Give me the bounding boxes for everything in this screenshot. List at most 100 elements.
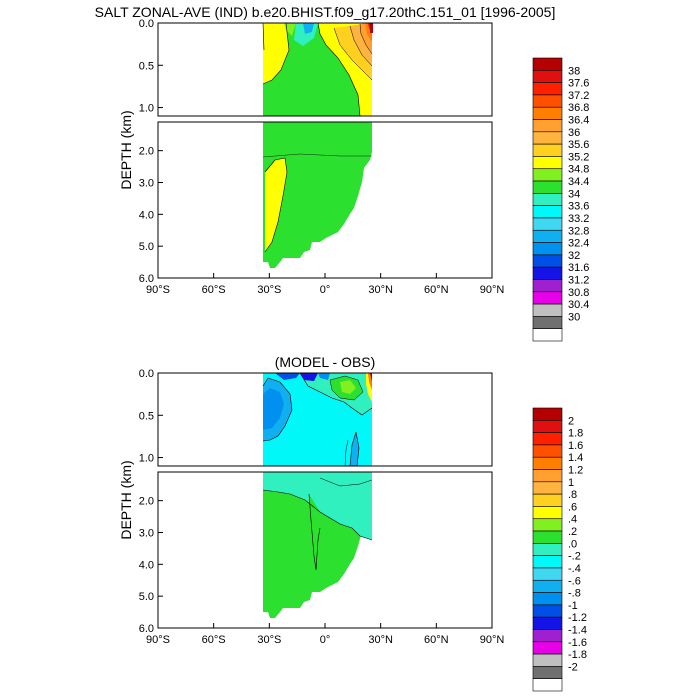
colorbar-label: -1.8 [568,649,587,661]
colorbar-swatch [532,180,563,194]
y-tick-label: 0.5 [139,410,154,422]
colorbar-label: .0 [568,538,577,550]
colorbar-label: 34.8 [568,164,589,176]
colorbar-label: 33.6 [568,201,589,213]
colorbar-swatch [532,328,563,342]
colorbar-label: 1 [568,477,574,489]
chart2-upper-panel [157,372,493,467]
x-tick-label: 60°N [424,634,449,646]
x-tick-label: 60°S [202,284,226,296]
colorbar-swatch [532,469,563,483]
y-tick-label: 4.0 [139,209,154,221]
colorbar-swatch [532,678,563,692]
x-tick-label: 60°S [202,634,226,646]
colorbar-swatch [532,592,563,606]
y-tick-label: 3.0 [139,527,154,539]
colorbar-label: 34.4 [568,176,589,188]
colorbar-swatch [532,616,563,630]
y-tick-label: 0.0 [139,368,154,380]
colorbar-label: 37.2 [568,90,589,102]
colorbar-label: 38 [568,65,580,77]
x-tick-label: 90°S [146,284,170,296]
chart2-upper-field [262,373,373,466]
colorbar-label: -1.4 [568,624,587,636]
y-tick-label: 2.0 [139,146,154,158]
colorbar-swatch [532,217,563,231]
colorbar-swatch [532,666,563,679]
chart2-x-ticks: 90°S 60°S 30°S 0° 30°N 60°N 90°N [146,623,504,646]
colorbar-label: 35.6 [568,139,589,151]
colorbar-swatch [532,94,563,108]
colorbar-swatch [532,444,563,458]
colorbar-swatch [532,242,563,256]
colorbar-label: 32.8 [568,225,589,237]
x-tick-label: 30°S [257,284,281,296]
colorbar-label: 33.2 [568,213,589,225]
colorbar-label: .2 [568,526,577,538]
colorbar-swatch [532,131,563,145]
y-tick-label: 2.0 [139,496,154,508]
y-tick-label: 3.0 [139,177,154,189]
colorbar-label: -.2 [568,551,581,563]
colorbar-label: 36.4 [568,115,589,127]
colorbar-swatch [532,555,563,569]
colorbar-swatch [532,193,563,206]
colorbar-swatch [532,291,563,305]
y-tick-label: 6.0 [139,623,154,635]
colorbar-label: 37.6 [568,78,589,90]
colorbar-swatch [532,629,563,643]
y-tick-label: 0.5 [139,60,154,72]
y-tick-label: 6.0 [139,273,154,285]
colorbar-label: 34 [568,188,580,200]
chart1-upper-panel [157,22,493,117]
colorbar-label: 2 [568,415,574,427]
colorbar-swatch [532,530,563,544]
colorbar-swatch [532,653,563,667]
colorbar-label: -1 [568,600,578,612]
colorbar-swatch [532,254,563,268]
chart1-lower-field [262,122,372,268]
colorbar-swatch [532,456,563,470]
colorbar-label: -.8 [568,588,581,600]
colorbar-label: 32 [568,250,580,262]
x-tick-label: 0° [320,634,331,646]
colorbar-swatch [532,168,563,182]
colorbar-swatch [532,70,563,83]
colorbar-swatch [532,143,563,157]
colorbar-label: -1.6 [568,637,587,649]
colorbar-swatch [532,420,563,433]
colorbar-label: 1.6 [568,440,583,452]
chart2-colorbar: 21.81.61.41.21.8.6.4.2.0-.2-.4-.6-.8-1-1… [532,407,587,692]
chart2-y-axis-label: DEPTH (km) [118,460,134,539]
colorbar-swatch [532,543,563,556]
colorbar-swatch [532,432,563,446]
chart1-y-axis-label: DEPTH (km) [118,110,134,189]
colorbar-swatch [532,303,563,317]
y-tick-label: 1.0 [139,103,154,115]
colorbar-label: 36 [568,127,580,139]
colorbar-label: -1.2 [568,612,587,624]
colorbar-label: .8 [568,489,577,501]
x-tick-label: 0° [320,284,331,296]
colorbar-swatch [532,316,563,329]
y-tick-label: 1.0 [139,453,154,465]
colorbar-swatch [532,506,563,520]
colorbar-swatch [532,82,563,96]
colorbar-label: 31.6 [568,262,589,274]
chart1-x-ticks: 90°S 60°S 30°S 0° 30°N 60°N 90°N [146,273,504,296]
colorbar-swatch [532,481,563,495]
colorbar-label: 30.8 [568,287,589,299]
colorbar-label: 1.2 [568,465,583,477]
x-tick-label: 30°N [368,284,393,296]
colorbar-label: 30 [568,311,580,323]
chart1-colorbar: 3837.637.236.836.43635.635.234.834.43433… [532,57,589,342]
colorbar-label: 1.4 [568,452,583,464]
colorbar-swatch [532,205,563,219]
colorbar-label: .6 [568,501,577,513]
colorbar-label: 32.4 [568,238,589,250]
colorbar-swatch [532,407,563,421]
colorbar-label: .4 [568,514,577,526]
x-tick-label: 90°S [146,634,170,646]
colorbar-swatch [532,119,563,133]
